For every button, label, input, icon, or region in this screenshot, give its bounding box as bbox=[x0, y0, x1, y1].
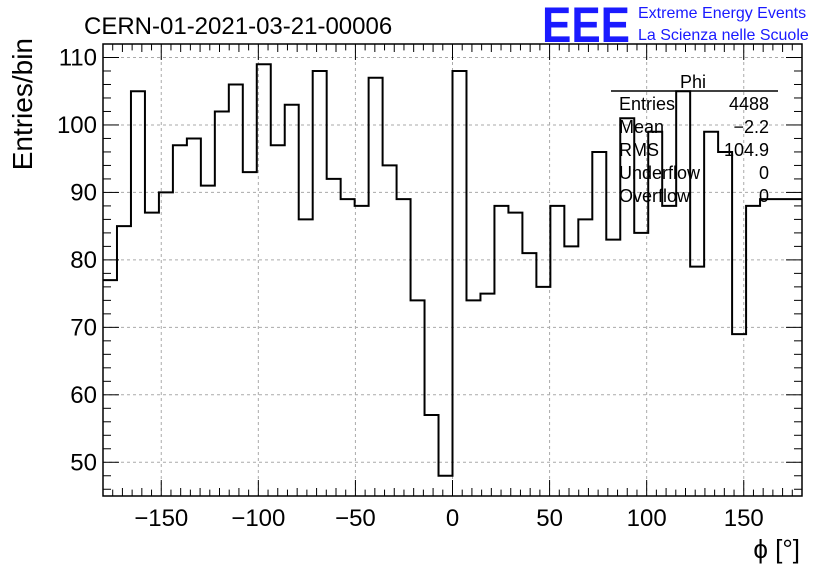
logo-line-2: La Scienza nelle Scuole bbox=[638, 27, 809, 44]
y-tick-label: 70 bbox=[70, 314, 97, 341]
x-tick-label: 50 bbox=[536, 505, 563, 532]
run-title: CERN-01-2021-03-21-00006 bbox=[84, 13, 392, 40]
stats-row-label: RMS bbox=[619, 140, 659, 160]
x-tick-label: −100 bbox=[231, 505, 285, 532]
eee-logo: EEE bbox=[542, 0, 630, 53]
y-tick-label: 50 bbox=[70, 449, 97, 476]
stats-row-value: 0 bbox=[759, 163, 769, 183]
stats-row-value: −2.2 bbox=[733, 117, 769, 137]
x-tick-label: 0 bbox=[446, 505, 459, 532]
stats-row-label: Overflow bbox=[619, 186, 691, 206]
y-axis-title: Entries/bin bbox=[7, 38, 38, 170]
y-tick-label: 80 bbox=[70, 247, 97, 274]
logo-line-1: Extreme Energy Events bbox=[638, 5, 806, 22]
plot-frame bbox=[102, 43, 803, 497]
stats-row-value: 104.9 bbox=[724, 140, 769, 160]
stats-row-value: 4488 bbox=[729, 94, 769, 114]
y-tick-label: 60 bbox=[70, 382, 97, 409]
stats-row-value: 0 bbox=[759, 186, 769, 206]
y-tick-label: 100 bbox=[57, 112, 97, 139]
tick-labels: −150 −100 −50 0 50 100 150 50 60 70 80 90 100 110 bbox=[57, 44, 764, 532]
x-tick-label: 100 bbox=[627, 505, 667, 532]
stats-row-label: Mean bbox=[619, 117, 664, 137]
x-axis-title: ϕ [°] bbox=[753, 534, 800, 564]
stats-title: Phi bbox=[680, 72, 706, 92]
x-tick-label: −50 bbox=[335, 505, 376, 532]
stats-box: Phi Entries 4488 Mean −2.2 RMS 104.9 Underflow… bbox=[611, 72, 778, 206]
stats-row-label: Entries bbox=[619, 94, 675, 114]
stats-row-label: Underflow bbox=[619, 163, 701, 183]
x-tick-label: −150 bbox=[134, 505, 188, 532]
x-tick-label: 150 bbox=[724, 505, 764, 532]
y-tick-label: 90 bbox=[70, 179, 97, 206]
y-tick-label: 110 bbox=[59, 44, 97, 71]
axis-ticks bbox=[103, 44, 802, 496]
histogram-line bbox=[103, 63, 802, 477]
